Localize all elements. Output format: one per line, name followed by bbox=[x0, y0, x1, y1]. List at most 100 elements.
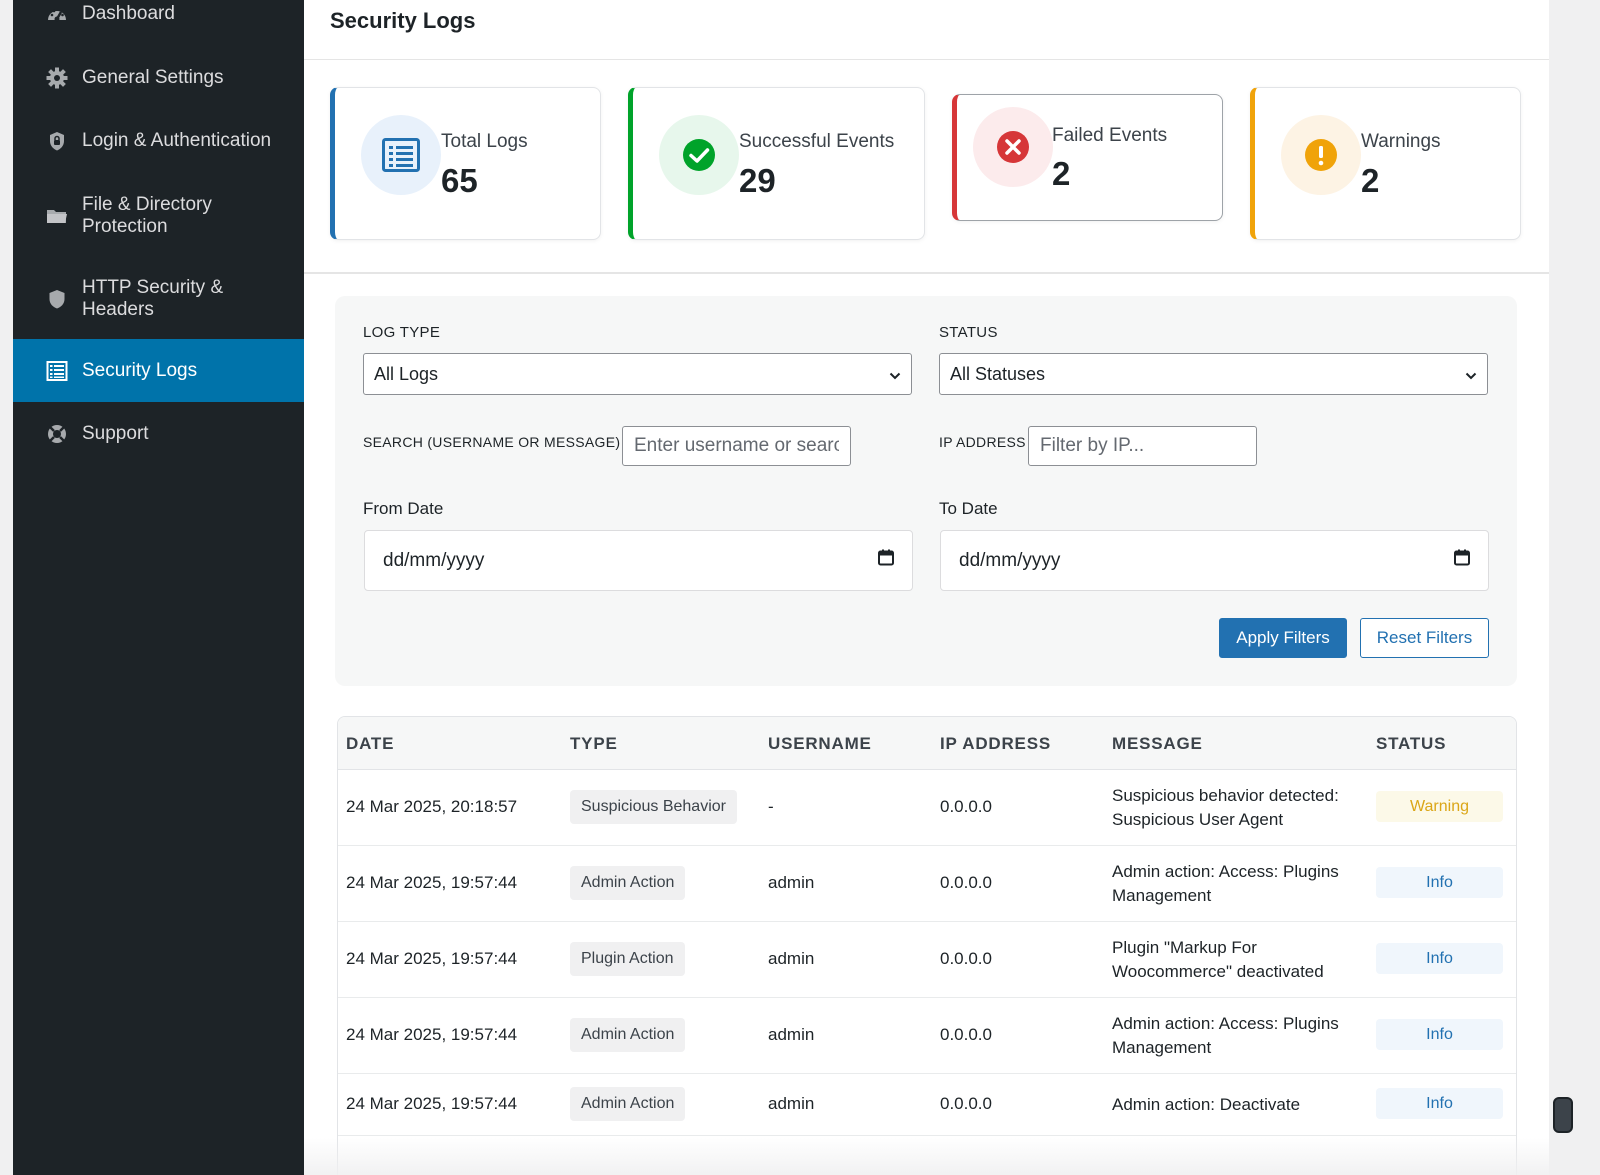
type-badge: Admin Action bbox=[570, 866, 686, 900]
sidebar-item-security-logs[interactable]: Security Logs bbox=[13, 339, 304, 402]
stat-card-failed-events: Failed Events 2 bbox=[952, 94, 1223, 221]
stat-card-warnings: Warnings 2 bbox=[1250, 87, 1521, 240]
from-date-input[interactable]: dd/mm/yyyy bbox=[364, 530, 913, 591]
exclamation-circle-icon bbox=[1281, 115, 1361, 195]
status-label: Status bbox=[939, 324, 998, 341]
column-header-message: MESSAGE bbox=[1112, 734, 1203, 753]
stat-value: 65 bbox=[441, 162, 478, 199]
to-date-label: To Date bbox=[939, 499, 998, 518]
sidebar-item-dashboard[interactable]: Dashboard bbox=[13, 0, 304, 30]
cell-message: Suspicious behavior detected: Suspicious… bbox=[1112, 786, 1339, 829]
sidebar-item-label: Support bbox=[82, 423, 149, 444]
sidebar-item-general-settings[interactable]: General Settings bbox=[13, 56, 304, 100]
from-date-value: dd/mm/yyyy bbox=[383, 549, 485, 571]
type-badge: Plugin Action bbox=[570, 942, 685, 976]
scroll-handle[interactable] bbox=[1553, 1097, 1573, 1133]
right-gutter bbox=[1549, 0, 1600, 1175]
log-type-label: Log Type bbox=[363, 324, 441, 341]
stat-card-successful-events: Successful Events 29 bbox=[628, 87, 925, 240]
status-badge: Info bbox=[1376, 1088, 1503, 1119]
status-badge: Warning bbox=[1376, 791, 1503, 822]
table-row: 24 Mar 2025, 20:18:57 Suspicious Behavio… bbox=[338, 770, 1516, 846]
to-date-input[interactable]: dd/mm/yyyy bbox=[940, 530, 1489, 591]
cell-username: admin bbox=[768, 873, 815, 892]
sidebar-item-file-directory-protection[interactable]: File & Directory Protection bbox=[13, 192, 304, 240]
to-date-value: dd/mm/yyyy bbox=[959, 549, 1061, 571]
chevron-down-icon bbox=[1465, 364, 1477, 385]
column-header-type: TYPE bbox=[570, 734, 618, 753]
status-badge: Info bbox=[1376, 943, 1503, 974]
dashboard-icon bbox=[44, 2, 70, 28]
calendar-icon[interactable] bbox=[1454, 549, 1470, 572]
filter-panel: Log Type All Logs Status All Statuses Se… bbox=[335, 296, 1517, 686]
table-row: 24 Mar 2025, 19:57:44 Plugin Action admi… bbox=[338, 922, 1516, 998]
from-date-label: From Date bbox=[363, 499, 444, 518]
calendar-icon[interactable] bbox=[878, 549, 894, 572]
column-header-date: DATE bbox=[346, 734, 395, 753]
page-title: Security Logs bbox=[330, 8, 476, 33]
apply-filters-button[interactable]: Apply Filters bbox=[1219, 618, 1347, 658]
divider bbox=[304, 272, 1549, 274]
log-type-select[interactable]: All Logs bbox=[363, 353, 912, 395]
main-content: Security Logs Total Logs 65 Successful E… bbox=[304, 0, 1549, 1175]
stat-label: Warnings bbox=[1361, 131, 1441, 152]
left-gutter bbox=[0, 0, 13, 1175]
cell-ip-address: 0.0.0.0 bbox=[940, 873, 992, 892]
cell-ip-address: 0.0.0.0 bbox=[940, 949, 992, 968]
stat-value: 2 bbox=[1052, 155, 1071, 192]
cell-ip-address: 0.0.0.0 bbox=[940, 797, 992, 816]
cell-message: Admin action: Access: Plugins Management bbox=[1112, 1014, 1339, 1057]
status-badge: Info bbox=[1376, 867, 1503, 898]
x-circle-icon bbox=[973, 107, 1053, 187]
status-value: All Statuses bbox=[950, 363, 1046, 384]
sidebar-item-label: Login & Authentication bbox=[82, 130, 272, 151]
column-header-status: STATUS bbox=[1376, 734, 1447, 753]
status-badge: Info bbox=[1376, 1019, 1503, 1050]
column-header-ip-address: IP ADDRESS bbox=[940, 734, 1051, 753]
cell-username: admin bbox=[768, 949, 815, 968]
cell-ip-address: 0.0.0.0 bbox=[940, 1094, 992, 1113]
cell-ip-address: 0.0.0.0 bbox=[940, 1025, 992, 1044]
lifebuoy-icon bbox=[44, 421, 70, 447]
search-input[interactable] bbox=[622, 426, 851, 466]
sidebar-item-login-authentication[interactable]: Login & Authentication bbox=[13, 119, 304, 163]
stat-label: Successful Events bbox=[739, 131, 895, 152]
stat-value: 29 bbox=[739, 162, 776, 199]
sidebar-item-label: HTTP Security & Headers bbox=[82, 277, 224, 320]
table-row: 24 Mar 2025, 19:57:44 Admin Action admin… bbox=[338, 998, 1516, 1074]
cell-date: 24 Mar 2025, 19:57:44 bbox=[346, 1025, 518, 1044]
lock-icon bbox=[44, 128, 70, 154]
search-label: Search (Username or Message) bbox=[363, 434, 621, 450]
folder-icon bbox=[44, 203, 70, 229]
admin-sidebar: Dashboard General Settings Login & Authe… bbox=[13, 0, 304, 1175]
status-select[interactable]: All Statuses bbox=[939, 353, 1488, 395]
cell-message: Admin action: Access: Plugins Management bbox=[1112, 862, 1339, 905]
type-badge: Suspicious Behavior bbox=[570, 790, 737, 824]
cell-username: admin bbox=[768, 1025, 815, 1044]
gear-icon bbox=[44, 65, 70, 91]
sidebar-item-label: Security Logs bbox=[82, 359, 198, 381]
shield-icon bbox=[44, 286, 70, 312]
stat-card-total-logs: Total Logs 65 bbox=[330, 87, 601, 240]
reset-filters-button[interactable]: Reset Filters bbox=[1360, 618, 1489, 658]
divider bbox=[304, 59, 1549, 60]
list-icon bbox=[361, 115, 441, 195]
sidebar-item-label: File & Directory Protection bbox=[82, 194, 212, 237]
sidebar-item-label: Dashboard bbox=[82, 3, 175, 24]
cell-date: 24 Mar 2025, 19:57:44 bbox=[346, 949, 518, 968]
cell-date: 24 Mar 2025, 19:57:44 bbox=[346, 1094, 518, 1113]
type-badge: Admin Action bbox=[570, 1018, 686, 1052]
chevron-down-icon bbox=[889, 364, 901, 385]
ip-filter-input[interactable] bbox=[1028, 426, 1257, 466]
column-header-username: USERNAME bbox=[768, 734, 872, 753]
stat-value: 2 bbox=[1361, 162, 1380, 199]
stat-label: Total Logs bbox=[441, 131, 528, 152]
cell-message: Plugin "Markup For Woocommerce" deactiva… bbox=[1112, 938, 1324, 981]
bottom-fade bbox=[304, 1138, 1549, 1175]
cell-username: admin bbox=[768, 1094, 815, 1113]
sidebar-item-support[interactable]: Support bbox=[13, 412, 304, 456]
cell-date: 24 Mar 2025, 19:57:44 bbox=[346, 873, 518, 892]
sidebar-item-http-security-headers[interactable]: HTTP Security & Headers bbox=[13, 275, 304, 323]
log-type-value: All Logs bbox=[374, 363, 439, 384]
table-header: DATE TYPE USERNAME IP ADDRESS MESSAGE ST… bbox=[338, 717, 1516, 770]
